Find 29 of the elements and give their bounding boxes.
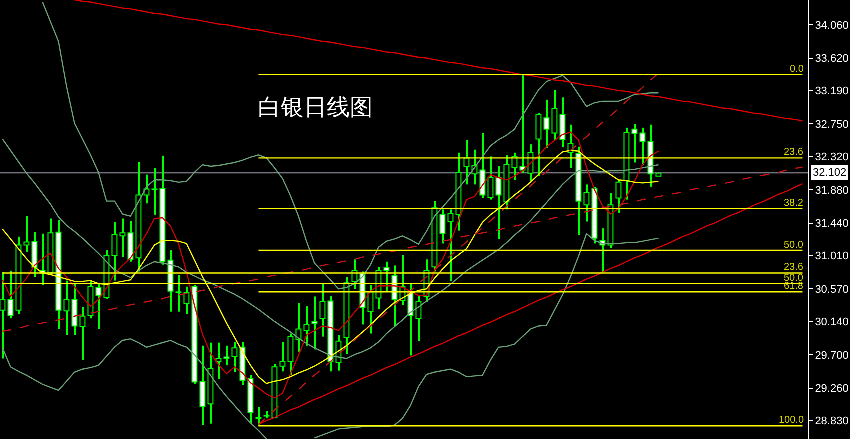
y-tick-label: 31.010: [815, 250, 849, 263]
y-tick-label: 31.880: [815, 184, 849, 197]
text: 白银日线图: [258, 95, 373, 122]
line-series: [42, 2, 660, 290]
y-tick-label: 30.570: [815, 284, 849, 296]
y-tick-label: 29.700: [815, 350, 849, 362]
y-tick-label: 33.620: [815, 53, 849, 66]
y-tick-label: 33.190: [815, 86, 849, 98]
y-tick-label: 32.750: [815, 118, 849, 131]
candlestick: [656, 172, 662, 177]
line-series: [74, 0, 804, 122]
y-tick-label: 30.140: [815, 316, 849, 329]
annotation: 23.6: [784, 262, 804, 273]
annotation: 0.0: [790, 64, 804, 75]
candlestick: [152, 168, 158, 215]
annotation: 100.0: [779, 415, 804, 426]
annotation: 50.0: [784, 240, 804, 251]
annotation: 38.2: [784, 198, 804, 209]
y-tick-label: 34.060: [815, 20, 849, 32]
candlestick: [520, 74, 526, 174]
y-tick-label: 29.260: [815, 383, 849, 396]
candlestick: [120, 218, 126, 258]
y-tick-label: 28.830: [815, 416, 849, 428]
line-series: [258, 183, 804, 426]
annotation: 61.8: [784, 281, 804, 292]
y-tick-label: 32.320: [815, 152, 849, 164]
ref-line-label: 32.102: [813, 167, 847, 179]
y-tick-label: 31.440: [815, 218, 849, 230]
annotation: 23.6: [784, 147, 804, 158]
